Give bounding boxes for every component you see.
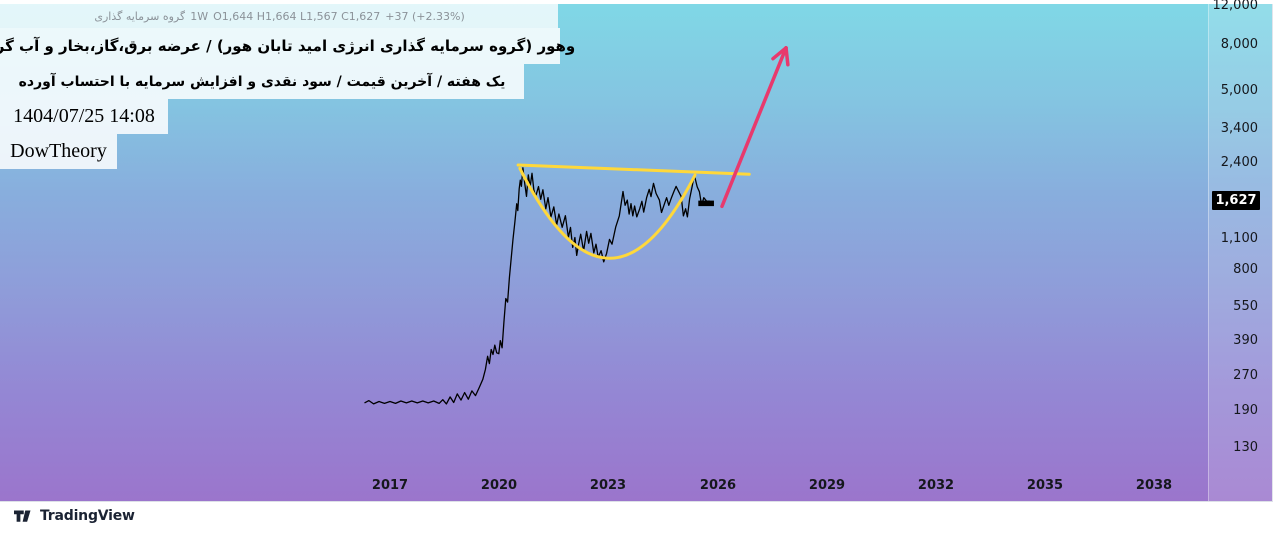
title-line2-text: یک هفته / آخرین قیمت / سود نقدی و افزایش…: [18, 73, 506, 90]
time-tick-label: 2026: [699, 478, 737, 493]
legend-change: +37 (+2.33%): [385, 9, 465, 23]
price-tick-label: 1,100: [1220, 231, 1258, 246]
legend-interval: 1W: [190, 9, 209, 23]
legend-ohlc: O1,644 H1,664 L1,567 C1,627: [213, 9, 381, 23]
price-tick-label: 190: [1233, 403, 1258, 418]
time-tick-label: 2032: [917, 478, 955, 493]
time-tick-label: 2038: [1135, 478, 1173, 493]
time-tick-label: 2029: [808, 478, 846, 493]
tradingview-logo[interactable]: TradingView: [14, 508, 135, 524]
tradingview-logo-text: TradingView: [40, 508, 135, 524]
watermark-text: DowTheory: [10, 140, 107, 162]
legend-symbol-name: گروه سرمایه گذاری انرژی امید تابان هور: [93, 9, 186, 23]
legend-row[interactable]: گروه سرمایه گذاری انرژی امید تابان هور 1…: [0, 4, 558, 28]
price-tick-label: 2,400: [1220, 155, 1258, 170]
time-tick-label: 2023: [589, 478, 627, 493]
time-tick-label: 2017: [371, 478, 409, 493]
price-tick-label: 12,000: [1212, 0, 1259, 13]
last-price-badge: 1,627: [1212, 191, 1260, 210]
title-line1-text: وهور (گروه سرمایه گذاری انرژی امید تابان…: [0, 37, 576, 55]
price-tick-label: 8,000: [1220, 37, 1258, 52]
time-tick-label: 2020: [480, 478, 518, 493]
title-annotation-line2[interactable]: یک هفته / آخرین قیمت / سود نقدی و افزایش…: [0, 64, 524, 99]
watermark-annotation[interactable]: DowTheory: [0, 134, 117, 169]
price-tick-label: 550: [1233, 299, 1258, 314]
price-tick-label: 3,400: [1220, 121, 1258, 136]
tradingview-logo-icon: [14, 510, 31, 522]
datetime-annotation[interactable]: 1404/07/25 14:08: [0, 99, 168, 134]
price-scale[interactable]: [1208, 4, 1273, 501]
price-tick-label: 800: [1233, 262, 1258, 277]
price-tick-label: 130: [1233, 440, 1258, 455]
price-tick-label: 390: [1233, 333, 1258, 348]
price-tick-label: 270: [1233, 368, 1258, 383]
title-annotation-line1[interactable]: وهور (گروه سرمایه گذاری انرژی امید تابان…: [0, 28, 575, 64]
price-tick-label: 5,000: [1220, 83, 1258, 98]
time-tick-label: 2035: [1026, 478, 1064, 493]
datetime-text: 1404/07/25 14:08: [13, 105, 155, 127]
